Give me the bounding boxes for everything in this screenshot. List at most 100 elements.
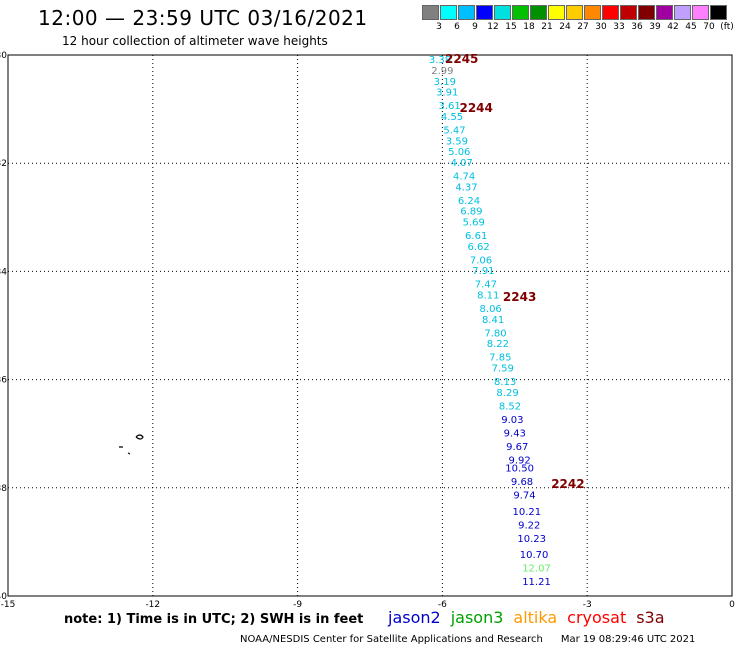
color-scale-label: 3 [436, 22, 442, 32]
chart-note: note: 1) Time is in UTC; 2) SWH is in fe… [64, 612, 364, 627]
wave-height-point: 6.24 [458, 196, 480, 207]
wave-height-point: 6.89 [460, 207, 482, 218]
color-scale-label: 27 [577, 22, 589, 32]
coastline-outline [119, 434, 144, 455]
plot-frame [7, 54, 733, 597]
y-tick-label: -34 [0, 267, 7, 277]
color-swatch [674, 5, 691, 20]
wave-height-point: 9.74 [513, 491, 535, 502]
color-swatch [638, 5, 655, 20]
color-swatch [656, 5, 673, 20]
pass-time-label: 2245 [445, 52, 478, 66]
wave-height-point: 4.37 [455, 182, 477, 193]
x-tick-label: -6 [438, 600, 447, 610]
color-swatch [530, 5, 547, 20]
color-swatch [458, 5, 475, 20]
x-tick-label: -9 [293, 600, 302, 610]
color-scale-label: 33 [613, 22, 625, 32]
wave-height-point: 9.43 [504, 428, 526, 439]
color-scale-label: 18 [523, 22, 535, 32]
legend-item-jason2: jason2 [388, 608, 441, 627]
wave-height-point: 12.07 [522, 564, 551, 575]
color-swatch [512, 5, 529, 20]
wave-height-point: 9.68 [511, 477, 533, 488]
wave-height-point: 8.13 [494, 377, 516, 388]
wave-height-point: 8.11 [477, 290, 499, 301]
wave-height-point: 9.03 [501, 415, 523, 426]
color-swatch [440, 5, 457, 20]
wave-height-point: 3.38 [429, 55, 451, 66]
color-swatch [584, 5, 601, 20]
pass-time-label: 2244 [459, 101, 492, 115]
wave-height-point: 4.55 [441, 112, 463, 123]
legend-item-cryosat: cryosat [567, 608, 627, 627]
wave-height-point: 8.52 [499, 401, 521, 412]
color-scale-label: 12 [487, 22, 499, 32]
wave-height-point: 6.62 [467, 242, 489, 253]
wave-height-point: 11.21 [522, 577, 551, 588]
footer: NOAA/NESDIS Center for Satellite Applica… [240, 634, 695, 645]
wave-height-point: 6.61 [465, 231, 487, 242]
wave-height-point: 3.91 [436, 88, 458, 99]
legend-item-altika: altika [513, 608, 558, 627]
wave-height-point: 5.69 [463, 217, 485, 228]
color-scale-label: 24 [559, 22, 571, 32]
wave-height-point: 3.19 [434, 77, 456, 88]
wave-height-point: 7.59 [492, 363, 514, 374]
color-scale-bar [422, 5, 728, 20]
x-tick-label: -12 [145, 600, 160, 610]
color-scale-label: 39 [649, 22, 661, 32]
color-scale-label: 36 [631, 22, 643, 32]
wave-height-point: 9.67 [506, 442, 528, 453]
wave-height-point: 3.61 [439, 101, 461, 112]
footer-credit: NOAA/NESDIS Center for Satellite Applica… [240, 634, 543, 645]
y-tick-label: -36 [0, 376, 7, 386]
color-scale-label: 21 [541, 22, 553, 32]
wave-height-point: 8.22 [487, 339, 509, 350]
wave-height-point: 4.07 [451, 158, 473, 169]
y-tick-label: -32 [0, 159, 7, 169]
wave-height-point: 7.85 [489, 353, 511, 364]
chart-title: 12:00 — 23:59 UTC 03/16/2021 [38, 6, 368, 30]
y-tick-label: -30 [0, 51, 7, 61]
color-scale-label: 45 [685, 22, 697, 32]
color-swatch [620, 5, 637, 20]
wave-height-point: 8.06 [480, 304, 502, 315]
wave-height-point: 9.22 [518, 520, 540, 531]
color-swatch [566, 5, 583, 20]
color-scale-label: 30 [595, 22, 607, 32]
wave-height-point: 10.23 [517, 534, 546, 545]
footer-timestamp: Mar 19 08:29:46 UTC 2021 [560, 634, 696, 645]
color-swatch [422, 5, 439, 20]
wave-height-point: 2.99 [431, 66, 453, 77]
pass-time-label: 2242 [551, 477, 584, 491]
wave-height-point: 7.06 [470, 255, 492, 266]
wave-height-point: 7.47 [475, 280, 497, 291]
wave-height-point: 10.21 [513, 507, 542, 518]
wave-height-point: 5.06 [448, 147, 470, 158]
wave-height-point: 9.92 [508, 455, 530, 466]
satellite-legend: jason2 jason3 altika cryosat s3a [388, 608, 675, 627]
color-scale-label: 42 [667, 22, 679, 32]
color-swatch [476, 5, 493, 20]
color-swatch [710, 5, 727, 20]
wave-height-point: 5.47 [443, 125, 465, 136]
wave-height-point: 7.80 [484, 328, 506, 339]
color-swatch [602, 5, 619, 20]
legend-item-s3a: s3a [636, 608, 665, 627]
color-scale-label: 15 [505, 22, 517, 32]
color-swatch [692, 5, 709, 20]
legend-item-jason3: jason3 [450, 608, 504, 627]
y-tick-label: -38 [0, 484, 7, 494]
wave-height-point: 10.70 [520, 550, 549, 561]
wave-height-point: 3.59 [446, 136, 468, 147]
x-tick-label: -15 [1, 600, 16, 610]
chart-subtitle: 12 hour collection of altimeter wave hei… [62, 34, 328, 48]
pass-time-label: 2243 [503, 290, 536, 304]
wave-height-point: 7.91 [472, 266, 494, 277]
color-swatch [548, 5, 565, 20]
x-tick-label: 0 [729, 600, 735, 610]
wave-height-point: 8.29 [496, 388, 518, 399]
y-tick-label: -40 [0, 592, 7, 602]
